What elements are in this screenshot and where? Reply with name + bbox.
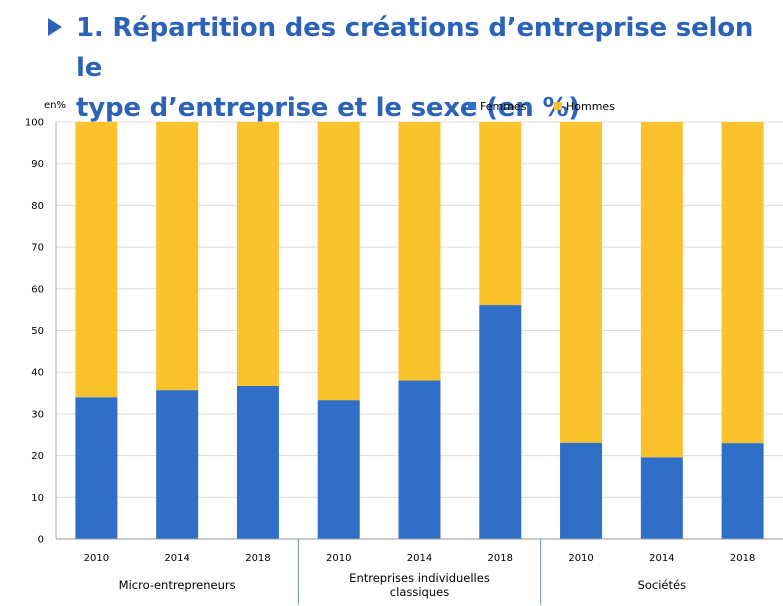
y-tick-label: 80 bbox=[31, 201, 44, 212]
y-tick-label: 60 bbox=[31, 284, 44, 295]
group-label: Entreprises individuelles bbox=[349, 571, 490, 585]
bar-femmes bbox=[156, 390, 199, 539]
y-tick-label: 100 bbox=[25, 118, 44, 129]
x-tick-label: 2018 bbox=[730, 553, 755, 564]
bar-hommes bbox=[398, 122, 441, 381]
chart-title-line-2: type d’entreprise et le sexe (en %) bbox=[76, 93, 580, 123]
x-tick-label: 2010 bbox=[568, 553, 593, 564]
chart-title-line-1: 1. Répartition des créations d’entrepris… bbox=[76, 13, 754, 83]
y-tick-label: 40 bbox=[31, 368, 44, 379]
bar-hommes bbox=[236, 122, 279, 386]
group-label: Sociétés bbox=[638, 578, 687, 592]
legend-swatch-femmes bbox=[468, 102, 476, 110]
bar-femmes bbox=[75, 397, 118, 539]
legend-label-femmes: Femmes bbox=[480, 100, 527, 113]
x-tick-label: 2014 bbox=[407, 553, 432, 564]
y-unit-label: en% bbox=[44, 100, 66, 111]
legend-label-hommes: Hommes bbox=[566, 100, 615, 113]
bar-femmes bbox=[479, 305, 522, 539]
bar-femmes bbox=[317, 400, 360, 539]
y-tick-label: 10 bbox=[31, 493, 44, 504]
x-tick-label: 2018 bbox=[245, 553, 270, 564]
bar-femmes bbox=[236, 385, 279, 539]
legend-swatch-hommes bbox=[554, 102, 562, 110]
bar-femmes bbox=[560, 442, 603, 539]
bar-hommes bbox=[156, 122, 199, 391]
y-tick-label: 50 bbox=[31, 326, 44, 337]
y-tick-label: 20 bbox=[31, 451, 44, 462]
bar-femmes bbox=[398, 380, 441, 539]
bar-hommes bbox=[560, 122, 603, 443]
x-tick-label: 2010 bbox=[326, 553, 351, 564]
bar-hommes bbox=[317, 122, 360, 401]
y-tick-label: 90 bbox=[31, 159, 44, 170]
group-label: classiques bbox=[390, 585, 449, 599]
x-tick-label: 2014 bbox=[649, 553, 674, 564]
chart-title-text: 1. Répartition des créations d’entrepris… bbox=[76, 8, 778, 128]
x-tick-label: 2018 bbox=[488, 553, 513, 564]
title-arrow-icon bbox=[48, 18, 62, 36]
bar-hommes bbox=[721, 122, 764, 444]
y-tick-label: 30 bbox=[31, 409, 44, 420]
bar-hommes bbox=[640, 122, 683, 458]
x-tick-label: 2010 bbox=[84, 553, 109, 564]
x-tick-label: 2014 bbox=[164, 553, 189, 564]
group-label: Micro-entrepreneurs bbox=[119, 578, 236, 592]
bar-hommes bbox=[75, 122, 118, 398]
bar-femmes bbox=[640, 457, 683, 539]
y-tick-label: 70 bbox=[31, 243, 44, 254]
bar-femmes bbox=[721, 443, 764, 539]
y-tick-label: 0 bbox=[38, 535, 44, 546]
bar-hommes bbox=[479, 122, 522, 306]
